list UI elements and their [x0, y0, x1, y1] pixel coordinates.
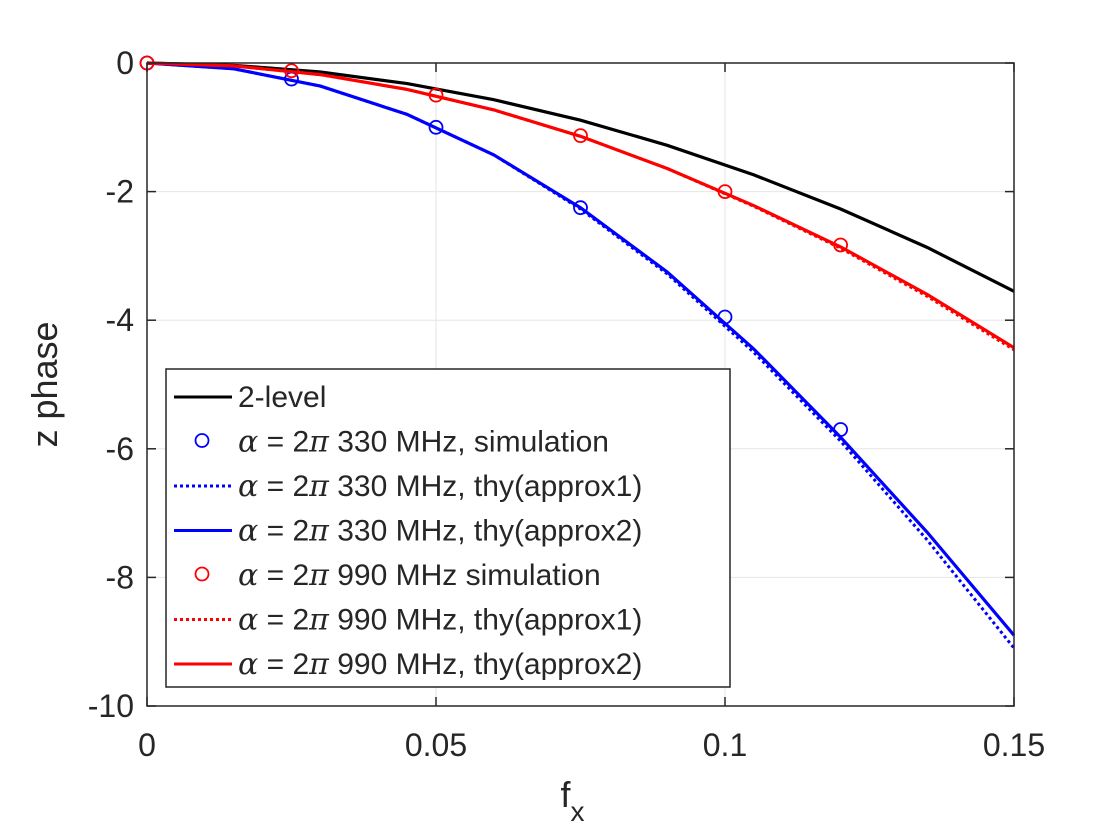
legend-two: 2 [292, 515, 309, 548]
legend-equals: = [258, 470, 292, 503]
legend-pi: π [308, 514, 330, 549]
legend-alpha: α [238, 603, 258, 638]
legend-label: 2-level [238, 381, 326, 414]
legend-text: 330 MHz, simulation [329, 426, 609, 459]
x-tick-label: 0.1 [703, 727, 747, 763]
legend-text: 330 MHz, thy(approx1) [329, 470, 642, 503]
x-tick-label: 0 [138, 727, 156, 763]
legend-text: 990 MHz, thy(approx1) [329, 604, 642, 637]
y-tick-label: -4 [106, 302, 134, 338]
legend-two: 2 [292, 426, 309, 459]
legend-label: α = 2π 330 MHz, simulation [238, 425, 609, 460]
y-axis-label: z phase [24, 321, 65, 447]
legend-text: 990 MHz simulation [329, 559, 601, 592]
axes-box [146, 62, 1015, 707]
x-tick-label: 0.05 [405, 727, 467, 763]
legend-box [165, 368, 731, 688]
legend-alpha: α [238, 469, 258, 504]
x-axis-label-main: f [560, 774, 571, 815]
series-line-6 [146, 61, 1015, 350]
legend-label: α = 2π 990 MHz, thy(approx2) [238, 647, 642, 682]
legend-alpha: α [238, 558, 258, 593]
legend-equals: = [258, 559, 292, 592]
data-point [573, 200, 588, 216]
legend-equals: = [258, 515, 292, 548]
legend-pi: π [308, 558, 330, 593]
legend-two: 2 [292, 559, 309, 592]
y-tick-label: -6 [106, 431, 134, 467]
x-tick-label: 0.15 [983, 727, 1045, 763]
legend-label: α = 2π 990 MHz simulation [238, 558, 601, 593]
legend-label: α = 2π 330 MHz, thy(approx2) [238, 514, 642, 549]
series-line-3 [146, 61, 1016, 637]
legend-pi: π [308, 469, 330, 504]
plot-series [139, 55, 1016, 650]
legend-alpha: α [238, 514, 258, 549]
ticks: 0 0.05 0.1 0.15 0 -2 -4 -6 -8 -10 [88, 45, 1045, 763]
legend-alpha: α [238, 425, 258, 460]
legend-pi: π [308, 647, 330, 682]
legend-marker [194, 566, 210, 582]
legend-alpha: α [238, 647, 258, 682]
legend-text: 990 MHz, thy(approx2) [329, 648, 642, 681]
y-tick-label: -8 [106, 559, 134, 595]
legend-two: 2 [292, 604, 309, 637]
y-tick-label: 0 [116, 45, 134, 81]
legend-equals: = [258, 604, 292, 637]
series-line-0 [146, 61, 1015, 293]
y-tick-label: -10 [88, 688, 134, 724]
legend-two: 2 [292, 648, 309, 681]
legend-label: α = 2π 990 MHz, thy(approx1) [238, 603, 642, 638]
legend-two: 2 [292, 470, 309, 503]
legend-pi: π [308, 603, 330, 638]
legend-label: α = 2π 330 MHz, thy(approx1) [238, 469, 642, 504]
legend-pi: π [308, 425, 330, 460]
legend-text: 330 MHz, thy(approx2) [329, 515, 642, 548]
x-axis-label-subscript: x [571, 796, 585, 827]
legend-equals: = [258, 426, 292, 459]
legend-text: 2-level [238, 381, 326, 414]
data-point [428, 119, 444, 135]
y-tick-label: -2 [106, 174, 134, 210]
x-axis-label: fx [560, 774, 584, 827]
legend-equals: = [258, 648, 292, 681]
legend-marker [194, 433, 210, 448]
